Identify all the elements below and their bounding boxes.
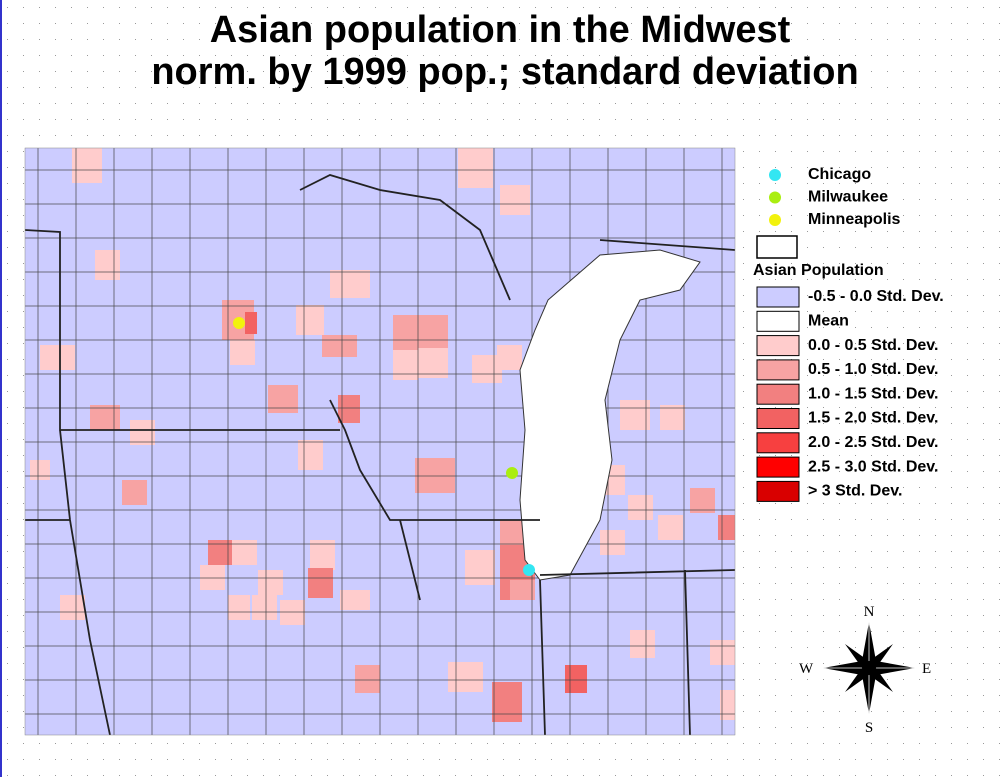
legend-label: 2.5 - 3.0 Std. Dev. — [808, 458, 938, 475]
lake-michigan — [519, 249, 701, 581]
legend-swatch — [756, 310, 800, 332]
legend-swatch — [756, 408, 800, 429]
compass-e: E — [922, 661, 931, 677]
map-frame — [24, 147, 736, 736]
legend-city-dot — [769, 191, 781, 204]
legend-label: Mean — [808, 313, 849, 330]
legend-swatch — [756, 432, 800, 454]
legend-label: > 3 Std. Dev. — [808, 483, 902, 500]
legend-empty-box — [756, 235, 798, 259]
city-dot — [233, 317, 245, 329]
legend-city-dot — [769, 214, 781, 226]
state-borders — [25, 174, 735, 735]
legend-swatch — [756, 383, 800, 405]
legend-city-label: Chicago — [808, 166, 871, 183]
city-dot — [523, 564, 535, 576]
legend-label: -0.5 - 0.0 Std. Dev. — [808, 288, 944, 305]
legend-label: 0.0 - 0.5 Std. Dev. — [808, 337, 938, 354]
compass-n: N — [864, 604, 875, 620]
compass-w: W — [799, 661, 814, 677]
legend-label: 0.5 - 1.0 Std. Dev. — [808, 361, 938, 378]
legend-city-dot — [769, 169, 781, 181]
legend-swatch — [756, 286, 800, 308]
legend-city-label: Milwaukee — [808, 189, 888, 206]
legend-title: Asian Population — [753, 262, 884, 279]
compass-rose: N S E W — [799, 604, 931, 736]
legend-label: 1.5 - 2.0 Std. Dev. — [808, 410, 938, 427]
legend-swatch — [756, 456, 800, 478]
map — [25, 148, 735, 735]
legend-city-label: Minneapolis — [808, 211, 901, 228]
county-lines — [25, 148, 735, 735]
legend-swatch — [756, 359, 800, 381]
legend: Chicago Milwaukee Minneapolis Asian Populat… — [753, 166, 944, 502]
city-dot — [506, 467, 518, 479]
legend-swatch — [756, 480, 800, 502]
compass-s: S — [865, 720, 873, 736]
legend-swatch — [756, 335, 800, 357]
title-line: norm. by 1999 pop.; standard deviation — [151, 51, 858, 93]
legend-label: 1.0 - 1.5 Std. Dev. — [808, 385, 938, 402]
title-line: Asian population in the Midwest — [210, 9, 791, 51]
legend-label: 2.0 - 2.5 Std. Dev. — [808, 434, 938, 451]
